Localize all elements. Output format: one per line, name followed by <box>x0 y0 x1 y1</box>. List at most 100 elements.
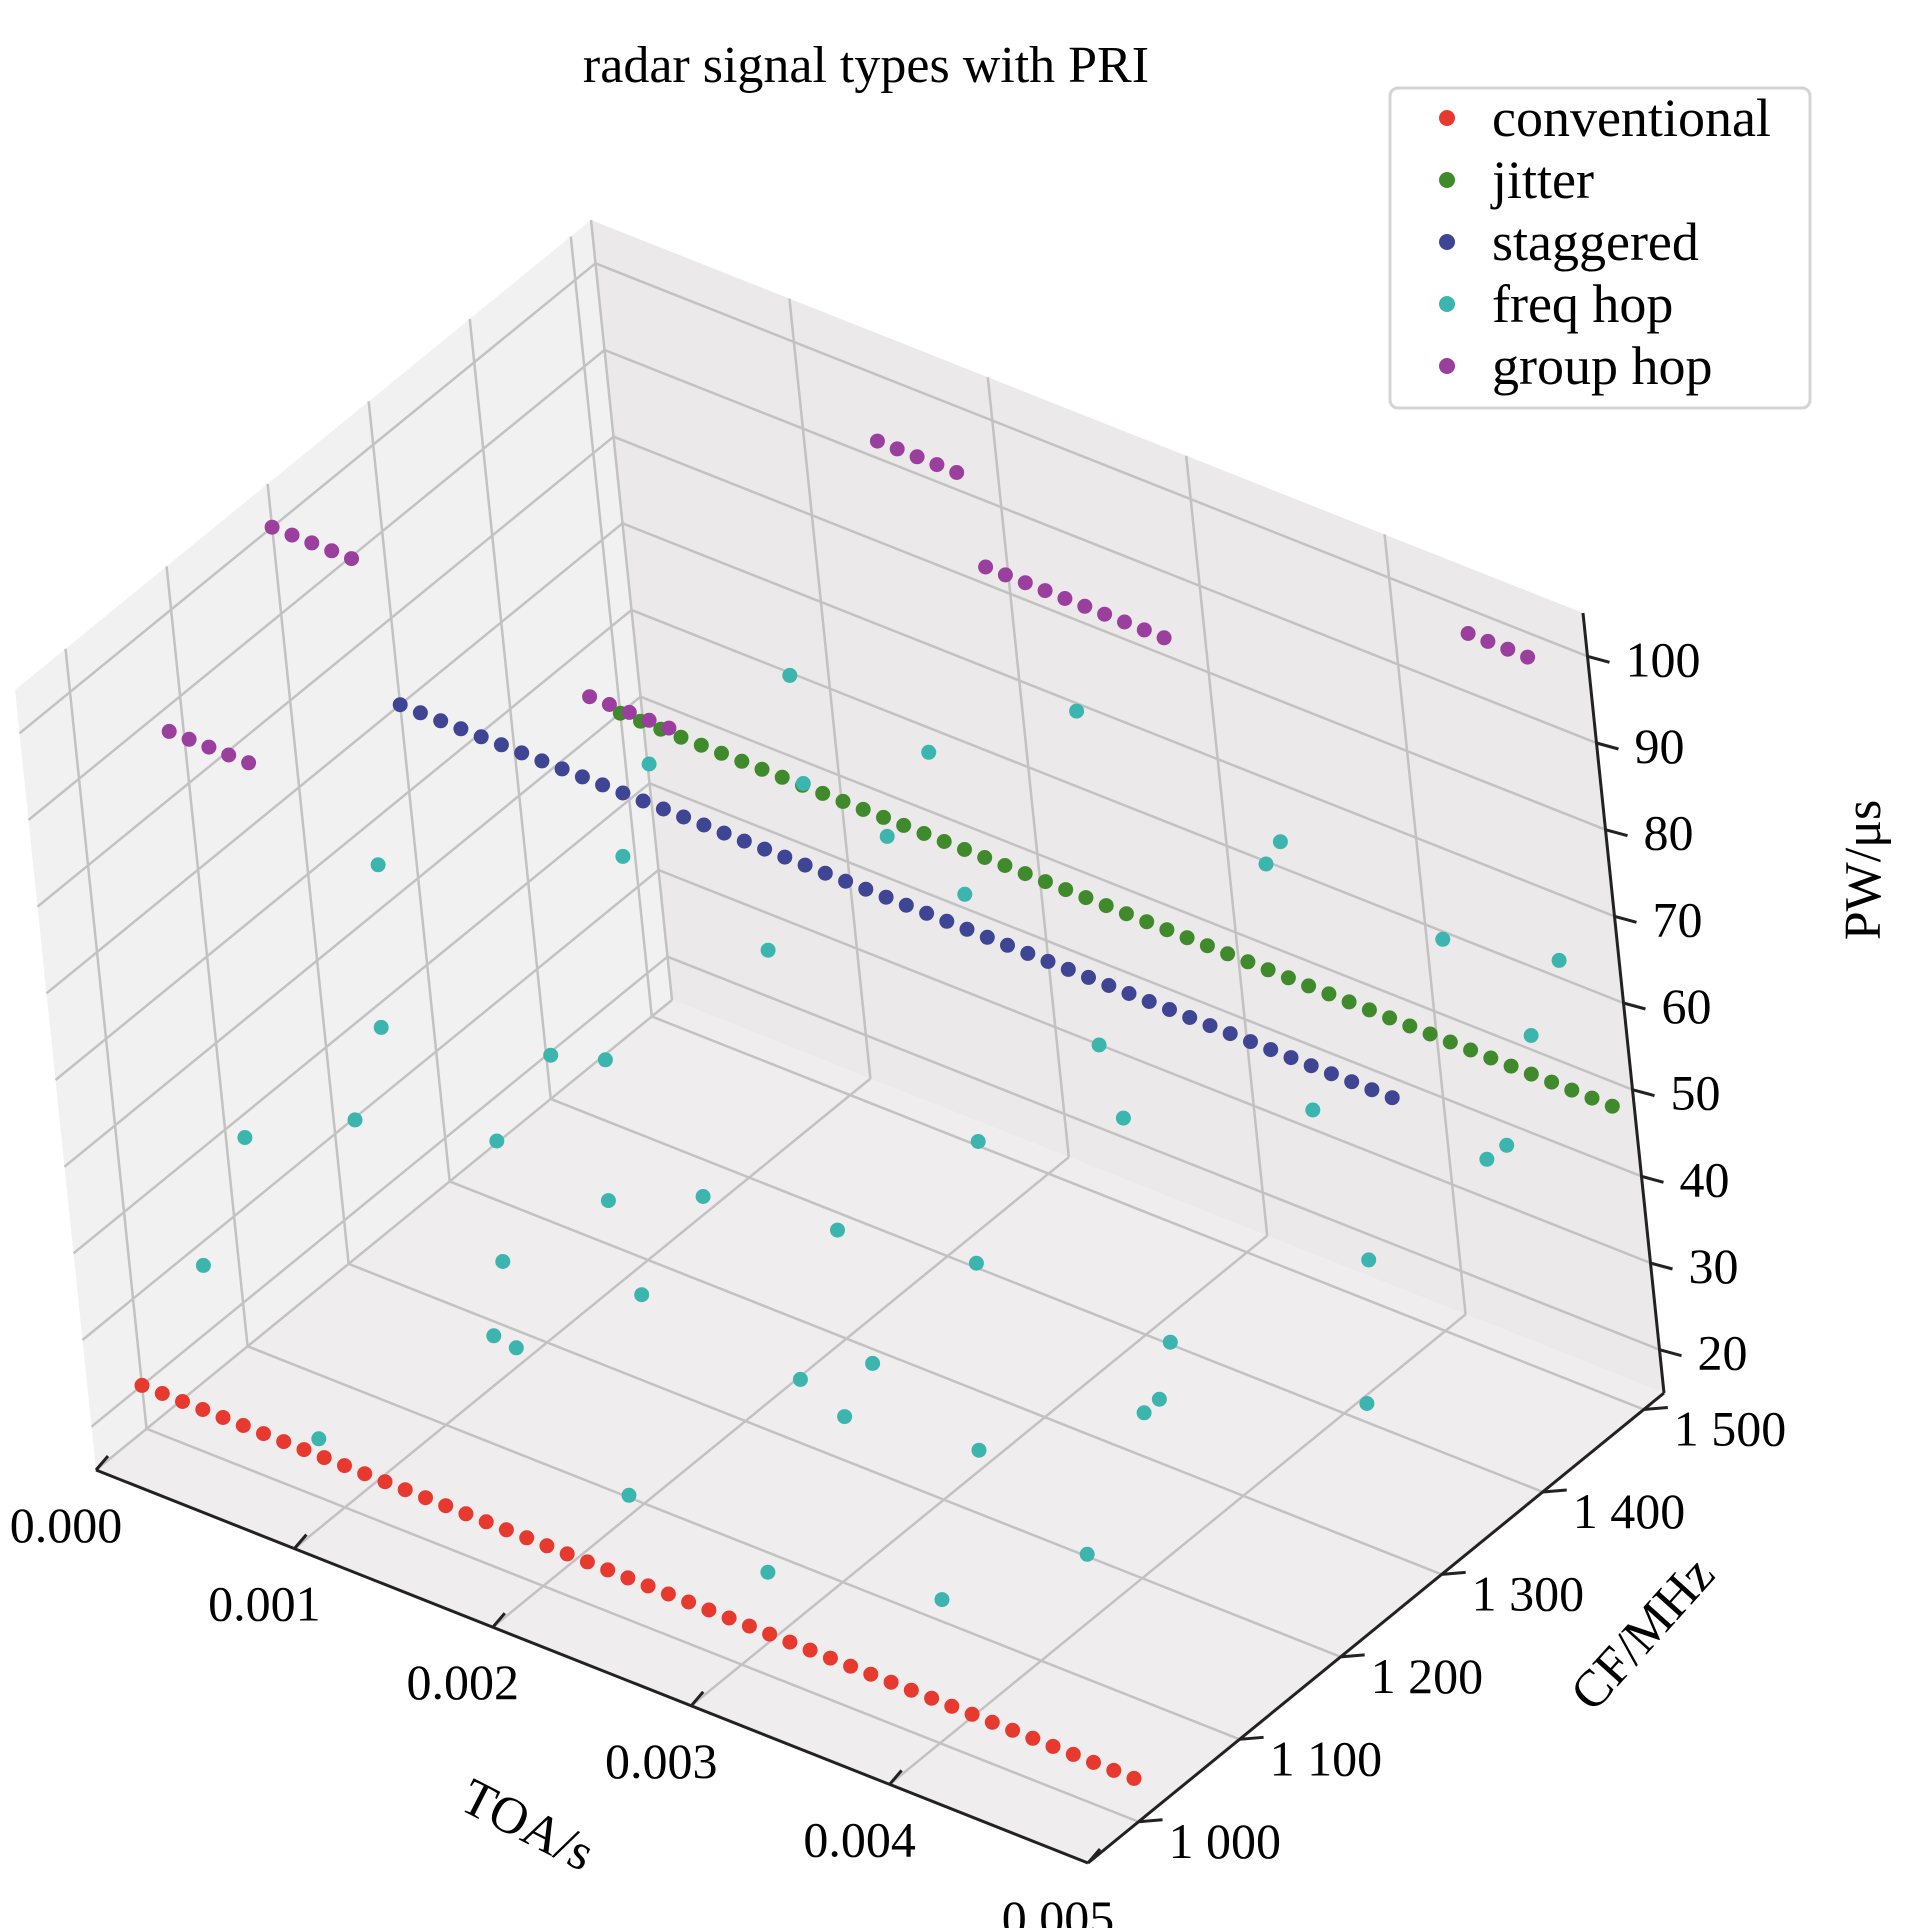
data-point-conventional <box>1106 1762 1122 1778</box>
data-point-staggered <box>655 801 671 817</box>
data-point-staggered <box>453 721 469 737</box>
data-point-jitter <box>896 817 912 833</box>
gridline-z-back <box>658 868 1651 1265</box>
data-point-freq-hop <box>195 1257 211 1273</box>
data-point-conventional <box>418 1490 433 1506</box>
data-point-conventional <box>134 1377 150 1393</box>
z-tick-label: 20 <box>1698 1325 1748 1381</box>
data-point-jitter <box>673 729 689 745</box>
data-point-freq-hop <box>934 1592 950 1608</box>
y-tick <box>1340 1653 1365 1659</box>
z-tick-label: 30 <box>1689 1238 1739 1294</box>
data-point-freq-hop <box>600 1193 616 1209</box>
x-tick-label: 0.003 <box>605 1733 718 1789</box>
data-point-group-hop <box>1037 583 1053 599</box>
data-point-freq-hop <box>347 1112 363 1128</box>
data-point-freq-hop <box>495 1254 511 1269</box>
data-point-conventional <box>498 1522 514 1538</box>
data-point-group-hop <box>344 551 359 567</box>
data-point-conventional <box>721 1610 737 1626</box>
data-point-freq-hop <box>634 1287 650 1303</box>
gridline-y-floor <box>449 1180 1443 1576</box>
gridline-z-side <box>36 435 615 908</box>
data-point-group-hop <box>909 449 925 465</box>
data-point-staggered <box>1384 1090 1400 1106</box>
data-point-jitter <box>1341 994 1357 1010</box>
data-point-jitter <box>1523 1066 1539 1082</box>
data-point-conventional <box>944 1698 960 1714</box>
data-point-conventional <box>903 1682 919 1698</box>
legend-box <box>1388 86 1812 410</box>
y-tick <box>1643 1405 1668 1411</box>
data-point-staggered <box>1323 1066 1339 1082</box>
data-point-group-hop <box>997 567 1013 583</box>
y-tick-label: 1 500 <box>1674 1400 1787 1456</box>
data-point-jitter <box>1159 922 1175 938</box>
z-axis-label: PW/μs <box>1835 800 1892 941</box>
legend-marker <box>1439 110 1455 126</box>
data-point-conventional <box>1045 1738 1061 1754</box>
z-tick-label: 70 <box>1653 891 1703 947</box>
data-point-group-hop <box>1017 575 1033 591</box>
data-point-group-hop <box>1500 641 1516 657</box>
data-point-freq-hop <box>641 756 657 772</box>
y-tick <box>1441 1570 1466 1576</box>
gridline-z-side <box>27 349 606 821</box>
x-tick-label: 0.004 <box>803 1811 916 1867</box>
data-point-group-hop <box>601 697 617 712</box>
z-tick <box>1632 1088 1655 1098</box>
data-point-staggered <box>1040 953 1056 969</box>
data-point-conventional <box>438 1498 454 1514</box>
gridline-y-floor <box>651 1015 1645 1411</box>
gridline-z-side <box>45 522 624 995</box>
data-point-staggered <box>1263 1042 1279 1058</box>
data-point-freq-hop <box>837 1409 853 1425</box>
data-point-freq-hop <box>370 857 386 873</box>
data-point-staggered <box>554 761 570 777</box>
data-point-jitter <box>1483 1050 1499 1066</box>
data-point-conventional <box>1086 1754 1101 1770</box>
z-tick-label: 50 <box>1671 1065 1721 1121</box>
x-tick <box>293 1533 308 1550</box>
data-point-group-hop <box>1117 614 1132 630</box>
data-point-freq-hop <box>597 1052 613 1068</box>
legend-label: freq hop <box>1492 274 1673 334</box>
data-point-staggered <box>493 737 509 753</box>
data-point-jitter <box>1280 970 1296 986</box>
data-point-freq-hop <box>1258 856 1274 872</box>
data-point-conventional <box>458 1506 474 1522</box>
data-point-group-hop <box>304 535 320 551</box>
data-point-freq-hop <box>1435 931 1451 947</box>
data-point-freq-hop <box>1479 1151 1495 1167</box>
data-point-group-hop <box>221 747 237 763</box>
data-point-staggered <box>1243 1034 1258 1050</box>
data-point-jitter <box>855 801 871 817</box>
data-point-staggered <box>635 793 651 809</box>
data-point-group-hop <box>264 519 280 535</box>
data-point-freq-hop <box>1115 1110 1131 1126</box>
data-point-freq-hop <box>795 776 811 791</box>
data-point-jitter <box>714 745 729 761</box>
data-point-group-hop <box>1156 630 1172 646</box>
data-point-staggered <box>696 817 712 833</box>
data-point-staggered <box>838 873 854 889</box>
data-point-group-hop <box>181 731 197 747</box>
data-point-staggered <box>898 897 914 913</box>
data-point-jitter <box>693 737 709 753</box>
data-point-freq-hop <box>1305 1102 1321 1118</box>
data-point-freq-hop <box>311 1431 327 1447</box>
data-point-freq-hop <box>1162 1334 1178 1350</box>
z-tick <box>1641 1174 1664 1184</box>
gridline-z-back <box>595 262 1588 658</box>
chart-points <box>134 433 1620 1786</box>
x-tick <box>888 1769 903 1786</box>
data-point-conventional <box>397 1482 413 1498</box>
x-tick-label: 0.005 <box>1002 1890 1115 1928</box>
x-tick-label: 0.000 <box>10 1497 123 1553</box>
data-point-freq-hop <box>971 1442 987 1458</box>
z-tick-label: 100 <box>1626 631 1701 687</box>
z-tick-label: 80 <box>1644 805 1694 861</box>
data-point-staggered <box>615 785 631 801</box>
data-point-jitter <box>876 809 891 825</box>
